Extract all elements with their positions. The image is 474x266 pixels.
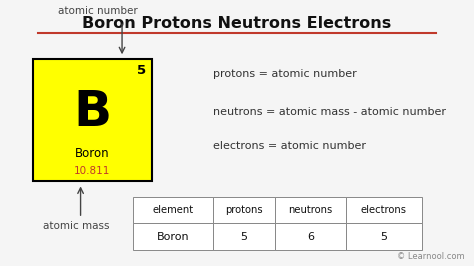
- Text: 5: 5: [137, 64, 146, 77]
- Bar: [133, 197, 213, 223]
- Bar: [133, 223, 213, 250]
- Bar: [275, 197, 346, 223]
- Bar: [346, 223, 422, 250]
- Text: atomic number: atomic number: [58, 6, 138, 16]
- Text: Boron Protons Neutrons Electrons: Boron Protons Neutrons Electrons: [82, 16, 392, 31]
- Text: © Learnool.com: © Learnool.com: [397, 252, 465, 261]
- Text: 6: 6: [307, 232, 314, 242]
- Text: 5: 5: [381, 232, 387, 242]
- Text: 10.811: 10.811: [74, 166, 110, 176]
- Bar: [213, 223, 275, 250]
- Text: 5: 5: [241, 232, 247, 242]
- Text: electrons: electrons: [361, 205, 407, 215]
- Text: neutrons: neutrons: [288, 205, 333, 215]
- Text: atomic mass: atomic mass: [43, 221, 109, 231]
- Text: electrons = atomic number: electrons = atomic number: [213, 141, 366, 151]
- Text: B: B: [73, 88, 111, 136]
- Bar: [213, 197, 275, 223]
- Text: protons: protons: [225, 205, 263, 215]
- Text: Boron: Boron: [157, 232, 189, 242]
- Text: neutrons = atomic mass - atomic number: neutrons = atomic mass - atomic number: [213, 107, 447, 117]
- Text: element: element: [153, 205, 193, 215]
- Bar: [346, 197, 422, 223]
- Text: Boron: Boron: [75, 147, 110, 160]
- Bar: [33, 59, 152, 181]
- Bar: [275, 223, 346, 250]
- Text: protons = atomic number: protons = atomic number: [213, 69, 357, 80]
